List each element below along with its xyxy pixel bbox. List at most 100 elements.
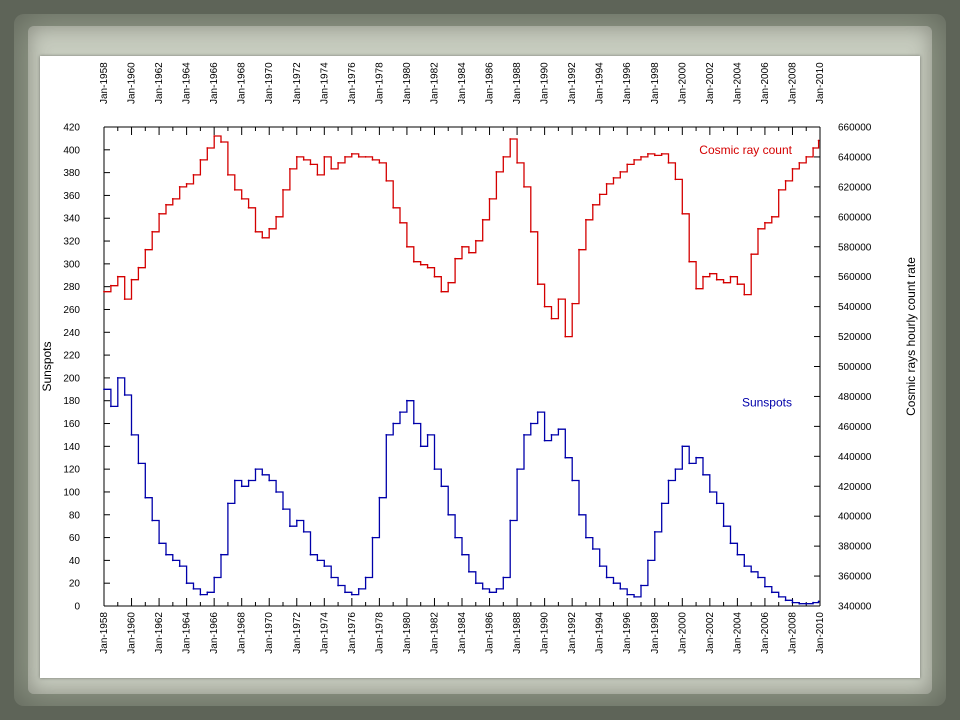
sunspots-point: [619, 588, 622, 590]
y-left-tick-label: 120: [63, 465, 80, 476]
sunspots-point: [110, 405, 112, 408]
sunspots-point: [817, 600, 820, 603]
cosmic-ray-count-point: [571, 302, 574, 305]
cosmic-ray-count-point: [626, 163, 629, 166]
y-left-tick-label: 20: [69, 579, 81, 590]
sunspots-point: [461, 553, 463, 556]
cosmic-ray-count-point: [750, 253, 753, 256]
sunspots-point: [605, 576, 608, 579]
cosmic-ray-count-point: [585, 218, 587, 221]
cosmic-ray-count-point: [399, 221, 401, 224]
cosmic-ray-count-point: [523, 186, 525, 188]
sunspots-point: [247, 479, 250, 482]
sunspots-point: [715, 502, 718, 505]
sunspots-point: [440, 485, 443, 488]
cosmic-ray-count-point: [185, 183, 188, 185]
sunspots-point: [116, 377, 119, 379]
x-tick-label-bottom: Jan-1972: [292, 612, 303, 654]
sunspots-point: [564, 456, 567, 459]
x-tick-label-bottom: Jan-1988: [512, 612, 523, 654]
cosmic-ray-count-point: [165, 203, 167, 206]
sunspots-point: [757, 576, 759, 579]
x-tick-label-bottom: Jan-1992: [567, 612, 578, 654]
x-tick-label-bottom: Jan-1974: [319, 612, 330, 654]
cosmic-ray-count-point: [123, 298, 126, 300]
y-right-tick-label: 360000: [838, 572, 872, 583]
sunspots-point: [165, 553, 167, 556]
cosmic-ray-count-point: [406, 245, 408, 248]
cosmic-ray-count-point: [578, 248, 580, 251]
cosmic-ray-count-point: [323, 156, 326, 158]
x-tick-label-top: Jan-2002: [705, 62, 716, 104]
cosmic-ray-count-point: [330, 168, 333, 170]
x-tick-label-top: Jan-1998: [650, 62, 661, 104]
cosmic-ray-count-point: [695, 287, 697, 290]
cosmic-ray-count-point: [247, 206, 250, 209]
y-left-tick-label: 40: [69, 556, 81, 567]
x-tick-label-top: Jan-1976: [347, 62, 358, 104]
sunspots-point: [282, 508, 284, 510]
cosmic-ray-count-point: [564, 335, 567, 338]
cosmic-ray-count-point: [171, 198, 174, 200]
x-tick-label-bottom: Jan-1986: [485, 612, 496, 654]
y-left-tick-label: 300: [63, 259, 80, 270]
sunspots-point: [488, 591, 491, 594]
cosmic-ray-count-point: [536, 283, 539, 286]
cosmic-ray-count-point: [412, 260, 415, 263]
sunspots-point: [199, 593, 202, 596]
sunspots-point: [240, 485, 243, 488]
sunspots-point: [640, 584, 642, 587]
y-left-tick-label: 320: [63, 237, 80, 248]
cosmic-ray-count-line: [104, 135, 820, 338]
x-tick-label-bottom: Jan-1982: [429, 612, 440, 654]
sunspots-point: [323, 565, 326, 567]
sunspots-point: [357, 588, 360, 590]
x-tick-label-top: Jan-1962: [154, 62, 165, 104]
sunspots-point: [220, 553, 222, 556]
y-left-tick-label: 260: [63, 305, 80, 316]
sunspots-point: [523, 434, 525, 436]
cosmic-ray-count-point: [206, 147, 209, 149]
sunspots-point: [784, 599, 787, 602]
x-tick-label-top: Jan-2004: [732, 62, 743, 104]
cosmic-ray-count-point: [220, 141, 222, 143]
y-left-tick-label: 340: [63, 214, 80, 225]
sunspots-point: [426, 434, 429, 436]
cosmic-ray-count-point: [103, 290, 105, 293]
cosmic-ray-count-point: [764, 221, 766, 224]
cosmic-ray-count-point: [647, 153, 649, 155]
x-tick-label-top: Jan-2000: [677, 62, 688, 104]
sunspots-point: [598, 565, 601, 567]
sunspots-point: [330, 576, 333, 579]
sunspots-point: [433, 468, 436, 470]
cosmic-ray-count-point: [612, 177, 615, 179]
sunspots-point: [144, 496, 147, 499]
x-tick-label-top: Jan-1984: [457, 62, 468, 104]
cosmic-ray-count-point: [743, 293, 746, 296]
cosmic-ray-count-point: [757, 227, 759, 230]
cosmic-ray-count-point: [481, 218, 484, 221]
sunspots-point: [550, 434, 553, 436]
cosmic-ray-count-point: [722, 281, 725, 284]
sunspots-point: [543, 439, 546, 442]
sunspots-point: [516, 468, 518, 470]
sunspots-point: [385, 434, 388, 436]
cosmic-ray-count-point: [543, 305, 546, 308]
cosmic-ray-count-point: [240, 198, 243, 200]
cosmic-ray-count-point: [550, 317, 553, 320]
sunspots-point: [585, 536, 587, 539]
sunspots-point: [536, 411, 539, 413]
cosmic-ray-count-point: [295, 156, 298, 158]
x-tick-label-bottom: Jan-1968: [237, 612, 248, 654]
sunspots-point: [392, 422, 395, 425]
cosmic-ray-count-point: [777, 189, 780, 191]
sunspots-point: [571, 479, 574, 482]
y-left-tick-label: 240: [63, 328, 80, 339]
sunspots-point: [481, 588, 484, 590]
x-tick-label-top: Jan-1990: [540, 62, 551, 104]
cosmic-ray-count-point: [316, 174, 319, 176]
y-right-tick-label: 400000: [838, 512, 872, 523]
sunspots-point: [647, 559, 649, 562]
cosmic-ray-count-point: [233, 189, 236, 191]
sunspots-point: [633, 596, 635, 598]
